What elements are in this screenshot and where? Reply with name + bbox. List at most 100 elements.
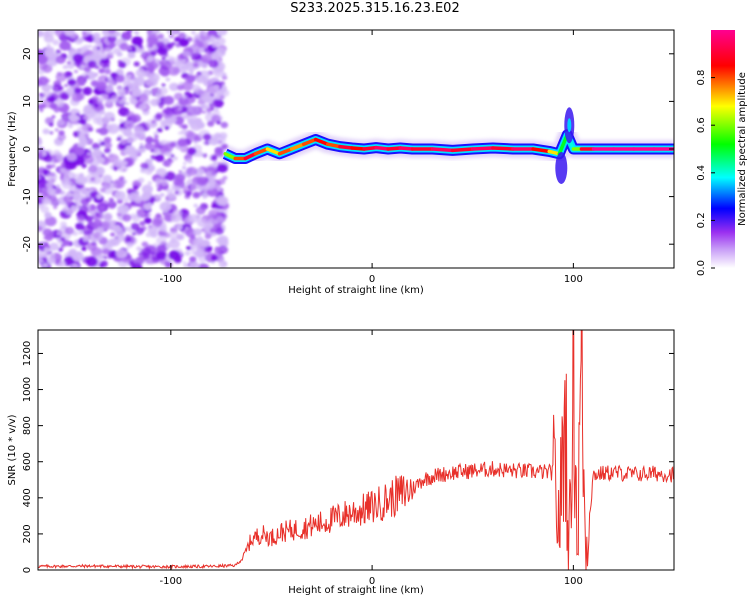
colorbar-tick-label: 0.0 [696, 260, 707, 276]
ridge-segment [374, 145, 390, 151]
noise-blob [50, 164, 56, 168]
noise-blob [181, 124, 188, 130]
noise-blob [77, 76, 86, 84]
noise-blob [161, 56, 167, 61]
noise-blob [150, 98, 160, 107]
noise-blob [107, 123, 120, 134]
noise-blob [153, 215, 164, 225]
noise-blob [91, 95, 99, 102]
noise-blob [120, 138, 127, 145]
noise-blob [44, 117, 55, 125]
noise-blob [200, 54, 213, 64]
noise-blob [50, 104, 58, 110]
noise-blob [79, 47, 84, 52]
noise-blob [45, 234, 53, 242]
noise-blob [91, 211, 95, 215]
noise-blob [162, 185, 169, 191]
noise-blob [55, 49, 61, 55]
noise-blob [134, 197, 142, 204]
colorbar: 0.0 0.2 0.4 0.6 0.8 Normalized spectral ampl… [696, 30, 748, 276]
noise-blob [141, 247, 152, 256]
noise-blob [217, 235, 229, 245]
noise-blob [127, 123, 132, 127]
noise-blob [79, 118, 87, 125]
noise-blob [195, 206, 206, 215]
y-tick-label: 200 [22, 524, 33, 543]
noise-blob [45, 164, 53, 170]
ridge-segment [253, 147, 270, 156]
noise-blob [42, 263, 48, 267]
noise-blob [99, 94, 109, 102]
noise-blob [96, 81, 107, 91]
noise-blob [161, 179, 169, 187]
noise-blob [90, 177, 95, 181]
noise-blob [133, 61, 140, 67]
noise-blob [83, 236, 89, 242]
spectrogram-x-ticks: -100 0 100 [159, 30, 583, 285]
noise-blob [177, 138, 188, 147]
noise-blob [83, 66, 91, 73]
noise-blob [118, 61, 127, 69]
noise-blob [92, 32, 100, 40]
noise-blob [150, 149, 154, 153]
noise-blob [47, 95, 56, 103]
noise-blob [103, 111, 115, 122]
noise-blob [215, 227, 224, 235]
noise-blob [107, 200, 117, 209]
noise-blob [78, 133, 85, 139]
noise-blob [98, 228, 104, 233]
ridge-spike-lower [555, 152, 568, 184]
colorbar-tick-label: 0.8 [696, 70, 707, 86]
noise-blob [88, 165, 98, 173]
noise-blob [154, 177, 163, 185]
noise-blob [183, 264, 188, 268]
noise-blob [188, 160, 193, 164]
noise-blob [113, 166, 118, 171]
noise-blob [125, 102, 129, 106]
noise-blob [189, 71, 194, 75]
noise-blob [136, 246, 142, 251]
noise-blob [125, 236, 132, 242]
noise-blob [162, 63, 168, 68]
noise-blob [44, 216, 57, 227]
noise-blob [193, 228, 202, 236]
noise-blob [93, 223, 100, 229]
x-tick-label: 0 [369, 274, 375, 285]
noise-blob [178, 38, 190, 47]
noise-blob [104, 142, 113, 149]
noise-blob [202, 196, 207, 200]
noise-blob [168, 66, 180, 76]
noise-blob [108, 30, 116, 35]
noise-blob [158, 60, 165, 65]
noise-blob [81, 154, 94, 165]
noise-blob [152, 143, 160, 149]
noise-blob [127, 46, 132, 51]
noise-blob [186, 245, 192, 251]
noise-blob [115, 191, 121, 197]
noise-blob [38, 62, 48, 71]
noise-blob [132, 215, 141, 223]
noise-blob [43, 90, 52, 98]
y-tick-label: 20 [22, 47, 33, 60]
noise-blob [127, 51, 136, 59]
snr-x-label: Height of straight line (km) [288, 585, 424, 596]
noise-blob [191, 250, 197, 255]
ridge-segment [313, 137, 330, 146]
noise-blob [38, 151, 43, 158]
noise-blob [178, 170, 183, 174]
noise-blob [55, 72, 67, 82]
noise-blob [46, 172, 58, 182]
noise-blob [194, 89, 199, 93]
noise-blob [82, 31, 87, 35]
noise-blob [161, 83, 166, 87]
ridge-segment [223, 152, 237, 161]
ridge-spike-core [567, 118, 572, 133]
noise-blob [196, 176, 209, 186]
y-tick-label: 0 [22, 146, 33, 152]
noise-blob [138, 147, 146, 153]
noise-blob [115, 248, 127, 259]
noise-blob [74, 60, 82, 67]
noise-blob [217, 30, 228, 36]
ridge-segment [243, 152, 258, 161]
y-tick-label: -20 [22, 236, 33, 252]
